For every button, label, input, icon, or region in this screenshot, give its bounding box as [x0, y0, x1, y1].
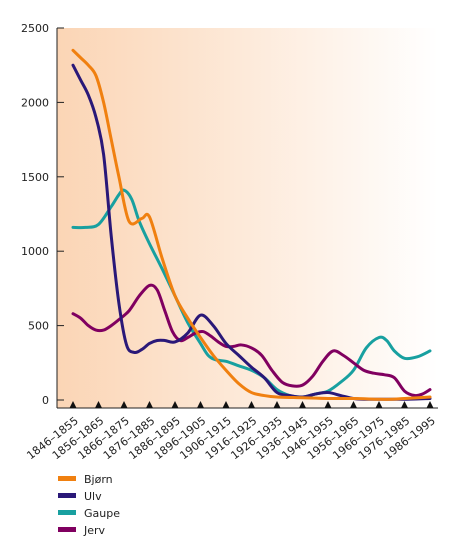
y-tick-label: 2500 — [21, 22, 49, 35]
x-tick-marker — [273, 401, 281, 408]
x-tick-marker — [248, 401, 255, 408]
y-tick-label: 2000 — [21, 96, 49, 109]
legend-swatch-jerv — [58, 527, 76, 532]
x-tick-marker — [69, 401, 77, 408]
legend-label-jerv: Jerv — [83, 524, 106, 537]
plot-background — [57, 28, 438, 408]
x-axis-ticks: 1846–18551856–18651866–18751876–18851886… — [24, 401, 438, 462]
x-tick-marker — [120, 401, 128, 408]
y-tick-label: 1500 — [21, 171, 49, 184]
x-tick-marker — [375, 401, 383, 408]
series-lines — [71, 48, 432, 401]
series-line-jerv — [71, 283, 432, 398]
series-line-gaupe — [71, 188, 432, 399]
x-tick-marker — [171, 401, 179, 408]
x-tick-marker — [197, 401, 204, 408]
legend-label-ulv: Ulv — [84, 490, 102, 503]
legend-label-gaupe: Gaupe — [84, 507, 120, 520]
x-tick-marker — [95, 401, 102, 408]
legend-swatch-bjørn — [58, 476, 76, 481]
y-axis-ticks: 0 500 1000 1500 2000 2500 — [21, 22, 64, 407]
series-line-ulv — [71, 63, 432, 401]
legend-swatch-ulv — [58, 493, 76, 498]
x-tick-marker — [299, 401, 306, 408]
x-tick-marker — [426, 401, 434, 408]
x-tick-marker — [350, 401, 357, 408]
x-tick-marker — [324, 401, 332, 408]
y-tick-label: 0 — [42, 394, 49, 407]
y-tick-label: 500 — [28, 320, 49, 333]
x-tick-marker — [401, 401, 408, 408]
x-tick-marker — [222, 401, 230, 408]
legend-swatch-gaupe — [58, 510, 76, 515]
series-line-bjørn — [71, 48, 432, 401]
x-tick-marker — [146, 401, 153, 408]
legend-label-bjørn: Bjørn — [84, 473, 113, 486]
y-tick-label: 1000 — [21, 245, 49, 258]
legend: Bjørn Ulv Gaupe Jerv — [58, 473, 120, 537]
